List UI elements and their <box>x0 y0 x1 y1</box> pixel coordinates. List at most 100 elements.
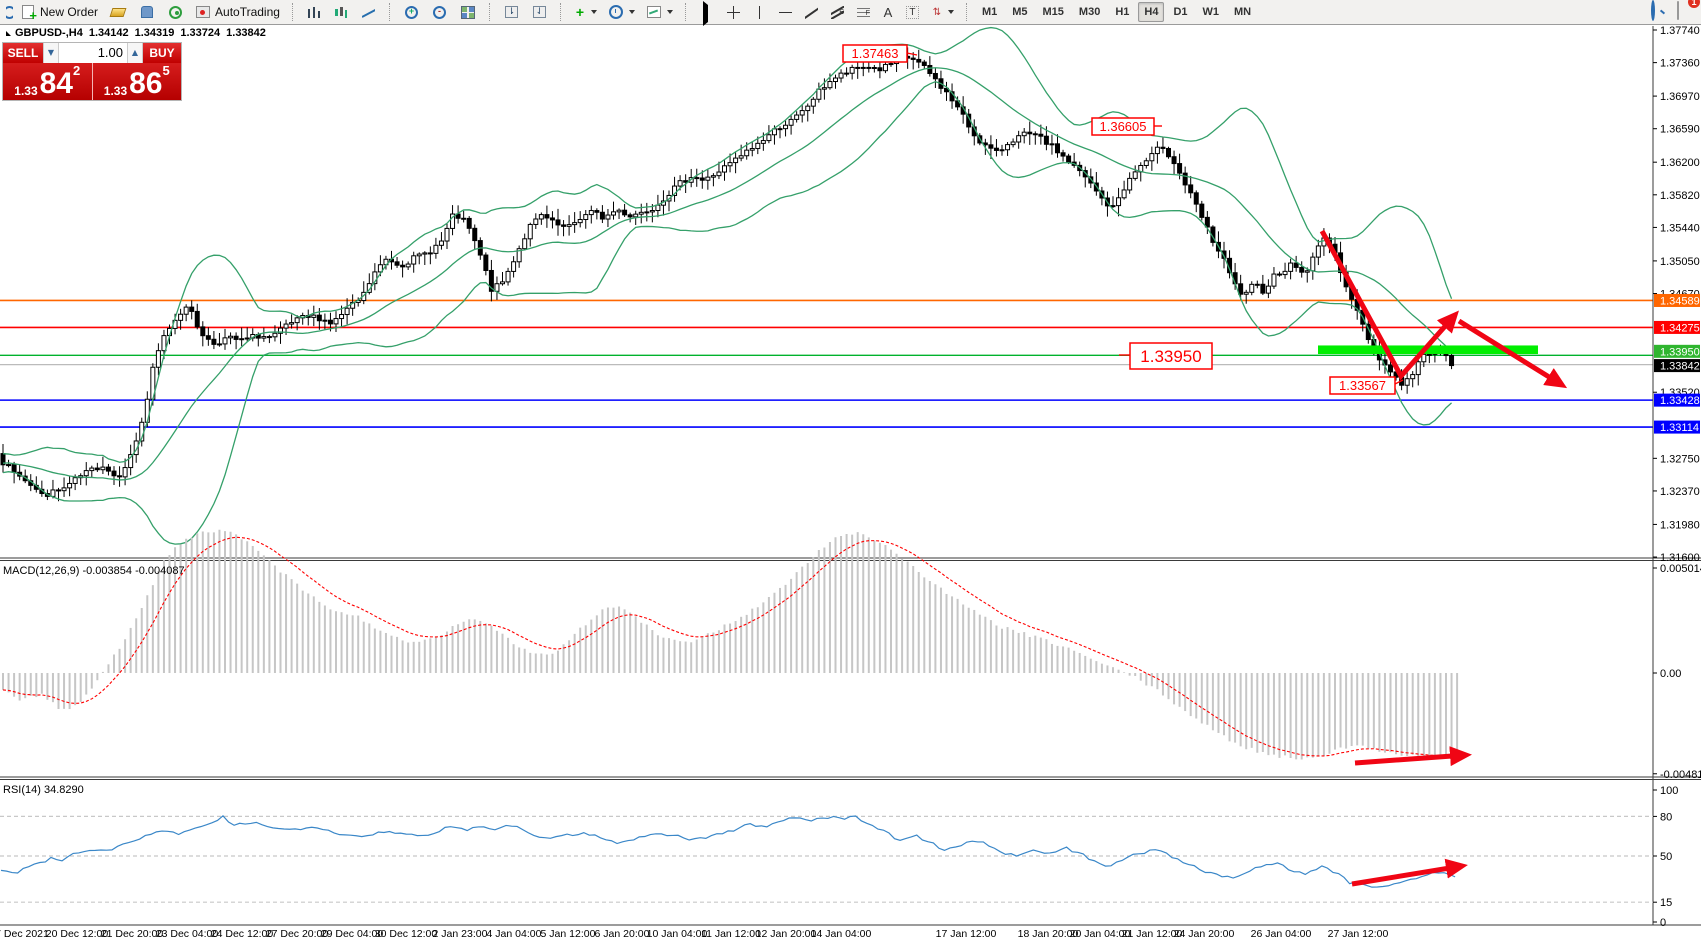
buy-button[interactable]: BUY <box>143 43 181 63</box>
buy-price-big: 86 <box>129 67 163 100</box>
arrows-button[interactable]: ⇅ <box>927 3 958 22</box>
autotrading-icon <box>196 6 211 18</box>
svg-text:0.005014: 0.005014 <box>1660 563 1701 575</box>
svg-text:1.33950: 1.33950 <box>1660 346 1700 358</box>
text-label-button[interactable]: T <box>901 3 924 22</box>
toolbar-separator <box>965 3 968 21</box>
one-click-trading-panel: SELL ▼ ▲ BUY 1.33 84 2 1.33 86 5 <box>2 42 182 101</box>
candlestick-icon <box>334 6 347 18</box>
zoom-out-button[interactable]: - <box>427 3 452 22</box>
tab-w1[interactable]: W1 <box>1202 6 1220 18</box>
vertical-line-button[interactable] <box>748 3 771 22</box>
chat-icon <box>1677 1 1679 20</box>
tab-h4[interactable]: H4 <box>1138 2 1165 22</box>
signals-button[interactable] <box>163 3 188 22</box>
autoscroll-icon: ⇃ <box>532 6 546 18</box>
tab-h1[interactable]: H1 <box>1115 6 1130 18</box>
svg-text:1.32370: 1.32370 <box>1660 486 1700 498</box>
text-button[interactable]: A <box>878 3 898 22</box>
new-order-button[interactable]: New Order <box>16 2 102 23</box>
tab-m1[interactable]: M1 <box>981 6 998 18</box>
bar-chart-button[interactable] <box>302 3 326 22</box>
fibonacci-button[interactable]: F <box>852 3 875 22</box>
ohlc-close: 1.33842 <box>226 27 266 39</box>
tab-m5[interactable]: M5 <box>1012 6 1028 18</box>
autotrading-button[interactable]: AutoTrading <box>191 2 284 22</box>
svg-text:1.36605: 1.36605 <box>1100 119 1147 134</box>
svg-text:1.33567: 1.33567 <box>1339 378 1386 393</box>
tile-windows-button[interactable] <box>455 2 481 23</box>
periods-button[interactable] <box>604 2 639 22</box>
channel-button[interactable]: E <box>826 3 849 22</box>
new-order-label: New Order <box>40 5 99 19</box>
sell-price[interactable]: 1.33 84 2 <box>3 63 93 100</box>
new-order-icon <box>22 5 37 23</box>
timeframe-group: M1 M5 M15 M30 H1 H4 D1 W1 MN <box>972 1 1261 23</box>
zoom-in-button[interactable]: + <box>399 3 424 22</box>
svg-text:26 Jan 04:00: 26 Jan 04:00 <box>1251 928 1312 940</box>
sell-price-prefix: 1.33 <box>14 84 38 98</box>
fibonacci-icon: F <box>856 5 870 19</box>
templates-button[interactable] <box>642 2 677 22</box>
sell-button[interactable]: SELL <box>3 43 43 63</box>
text-icon: A <box>883 4 893 20</box>
svg-text:1.34589: 1.34589 <box>1660 295 1700 307</box>
tab-mn[interactable]: MN <box>1234 6 1252 18</box>
toolbar-separator <box>684 3 687 21</box>
horizontal-line-button[interactable] <box>774 3 797 22</box>
svg-text:1.35820: 1.35820 <box>1660 190 1700 202</box>
svg-text:6 Jan 20:00: 6 Jan 20:00 <box>595 928 650 940</box>
svg-text:24 Dec 12:00: 24 Dec 12:00 <box>211 928 274 940</box>
tab-m15[interactable]: M15 <box>1042 6 1064 18</box>
svg-text:1.36590: 1.36590 <box>1660 124 1700 136</box>
svg-text:1.35440: 1.35440 <box>1660 222 1700 234</box>
person-icon <box>141 6 154 18</box>
svg-text:27 Jan 12:00: 27 Jan 12:00 <box>1328 928 1389 940</box>
zoom-in-icon: + <box>404 5 418 19</box>
macd-label: MACD(12,26,9) -0.003854 -0.004087 <box>3 565 185 577</box>
autoscroll-button[interactable]: ⇃ <box>527 2 552 22</box>
svg-text:5 Jan 12:00: 5 Jan 12:00 <box>541 928 596 940</box>
ohlc-open: 1.34142 <box>88 27 129 39</box>
data-window-button[interactable] <box>134 2 160 22</box>
volume-decrease-button[interactable]: ▼ <box>43 43 59 63</box>
svg-text:4 Jan 04:00: 4 Jan 04:00 <box>487 928 542 940</box>
tab-d1[interactable]: D1 <box>1173 6 1188 18</box>
svg-text:1.32750: 1.32750 <box>1660 453 1700 465</box>
ohlc-high: 1.34319 <box>134 27 175 39</box>
symbol-ohlc-line: GBPUSD-,H4 1.34142 1.34319 1.33724 1.338… <box>6 27 266 39</box>
svg-text:1.37463: 1.37463 <box>852 46 899 61</box>
autotrading-label: AutoTrading <box>215 5 280 19</box>
svg-text:12 Jan 20:00: 12 Jan 20:00 <box>756 928 817 940</box>
svg-text:20 Jan 04:00: 20 Jan 04:00 <box>1070 928 1131 940</box>
vertical-line-icon <box>752 5 766 19</box>
svg-text:17 Jan 12:00: 17 Jan 12:00 <box>936 928 997 940</box>
chevron-down-icon <box>628 10 635 14</box>
crosshair-icon <box>726 5 740 19</box>
notification-badge: 1 <box>1688 0 1700 8</box>
svg-text:23 Dec 04:00: 23 Dec 04:00 <box>156 928 219 940</box>
volume-increase-button[interactable]: ▲ <box>127 43 143 63</box>
svg-text:7 Dec 2021: 7 Dec 2021 <box>0 928 49 940</box>
candlestick-chart-button[interactable] <box>329 3 353 22</box>
toolbar-separator <box>559 3 562 21</box>
toolbar-separator <box>388 3 391 21</box>
crosshair-button[interactable] <box>722 3 745 22</box>
volume-input[interactable] <box>59 43 127 63</box>
buy-price-sup: 5 <box>162 63 170 78</box>
svg-text:29 Dec 04:00: 29 Dec 04:00 <box>321 928 384 940</box>
notifications-button[interactable]: 1 <box>1677 0 1700 20</box>
indicators-button[interactable]: + <box>570 3 601 22</box>
svg-text:1.36200: 1.36200 <box>1660 157 1700 169</box>
chevron-down-icon <box>666 10 673 14</box>
symbol-marker-icon <box>6 30 11 36</box>
chart-shift-button[interactable]: ⇂ <box>499 2 524 22</box>
tab-m30[interactable]: M30 <box>1078 6 1101 18</box>
svg-text:-0.004812: -0.004812 <box>1660 769 1701 781</box>
buy-price[interactable]: 1.33 86 5 <box>92 63 181 100</box>
toolbar-separator <box>291 3 294 21</box>
signal-icon <box>169 5 183 19</box>
svg-text:1.36970: 1.36970 <box>1660 91 1700 103</box>
tile-windows-icon <box>460 5 475 19</box>
